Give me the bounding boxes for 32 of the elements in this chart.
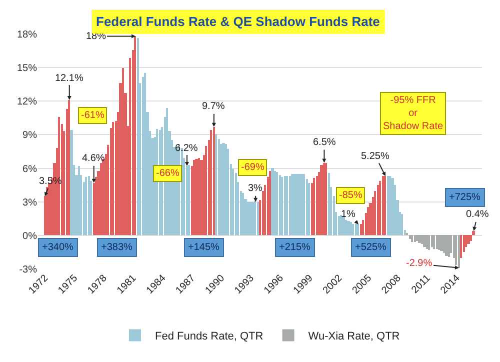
annotation: 0.4% (466, 209, 489, 220)
y-tick-label: -3% (19, 264, 38, 276)
annotation: -66% (156, 168, 180, 179)
y-tick-label: 18% (16, 30, 38, 40)
annotation: 12.1% (55, 73, 84, 84)
annotation: 5.25% (361, 151, 390, 162)
annotation: 9.7% (202, 101, 225, 112)
annotation: 6.5% (313, 137, 336, 148)
annotation: +725% (449, 192, 481, 203)
legend-label: Wu-Xia Rate, QTR (308, 330, 400, 342)
annotation: 4.6% (82, 153, 105, 164)
y-tick-label: 15% (16, 63, 38, 74)
annotation: -69% (241, 162, 264, 173)
annotation: +383% (101, 242, 133, 253)
annotation: +215% (279, 242, 311, 253)
annotation: +340% (42, 242, 74, 253)
chart-title: Federal Funds Rate & QE Shadow Funds Rate (96, 14, 380, 29)
annotation: 1% (341, 209, 356, 220)
y-tick-label: 3% (22, 197, 38, 208)
annotation: 6.2% (175, 143, 198, 154)
y-tick-label: 6% (22, 164, 38, 175)
y-tick-label: 9% (22, 130, 38, 142)
annotation: -95% FFR or Shadow Rate (383, 95, 444, 132)
annotation: +145% (188, 242, 220, 253)
legend-label: Fed Funds Rate, QTR (155, 330, 264, 342)
annotation: +525% (355, 242, 387, 253)
annotation: 3% (248, 183, 263, 194)
annotation: -61% (81, 110, 104, 121)
y-tick-label: 12% (16, 96, 38, 108)
annotation: -2.9% (406, 258, 432, 269)
annotation: -85% (339, 190, 362, 201)
y-tick-label: 0% (22, 230, 38, 242)
